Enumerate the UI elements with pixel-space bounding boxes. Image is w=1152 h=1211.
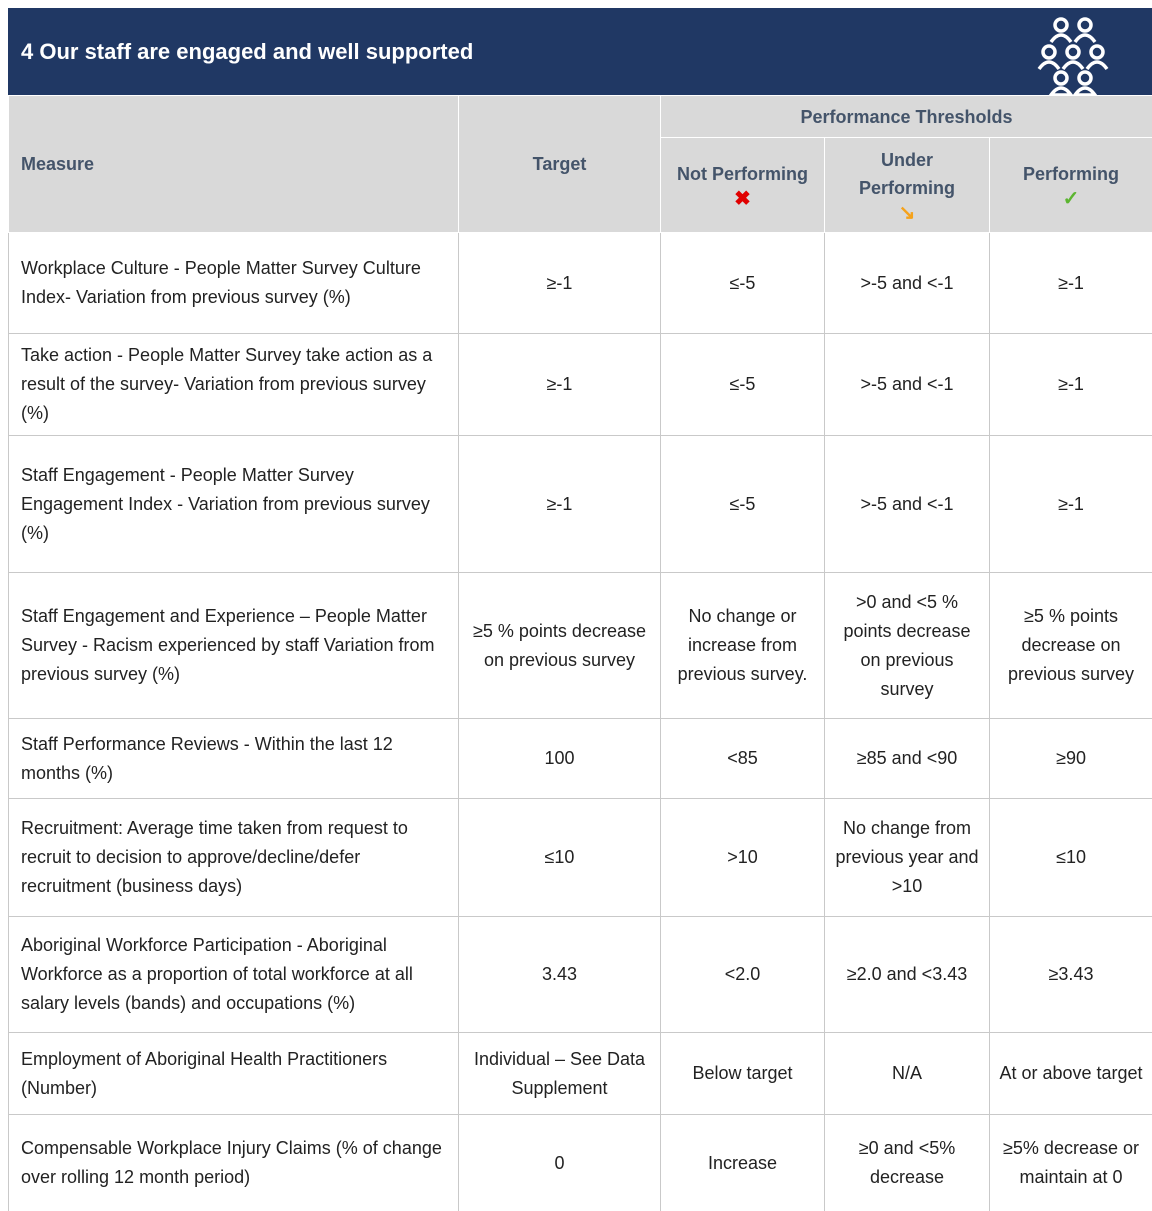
arrow-icon: ↘ xyxy=(898,202,916,224)
table-row: Staff Engagement - People Matter Survey … xyxy=(8,435,1152,573)
column-header: Performing ✓ xyxy=(988,137,1152,233)
value-cell: >-5 and <-1 xyxy=(824,232,990,334)
column-label: Not Performing xyxy=(676,164,808,184)
table-row: Compensable Workplace Injury Claims (% o… xyxy=(8,1114,1152,1211)
value-cell: Below target xyxy=(660,1032,825,1115)
group-header: Performance Thresholds xyxy=(659,95,1152,138)
measure-cell: Staff Engagement and Experience – People… xyxy=(8,572,459,719)
column-label: Under Performing xyxy=(858,150,955,198)
table-row: Recruitment: Average time taken from req… xyxy=(8,798,1152,917)
value-cell: No change from previous year and >10 xyxy=(824,798,990,917)
value-cell: >-5 and <-1 xyxy=(824,333,990,436)
value-cell: ≥-1 xyxy=(988,232,1152,334)
value-cell: ≥90 xyxy=(988,718,1152,799)
value-cell: >10 xyxy=(660,798,825,917)
tick-icon: ✓ xyxy=(1062,188,1080,210)
column-header: Measure xyxy=(8,95,459,233)
value-cell: >-5 and <-1 xyxy=(824,435,990,573)
section-title: 4 Our staff are engaged and well support… xyxy=(21,39,474,64)
value-cell: 0 xyxy=(458,1114,661,1211)
value-cell: >0 and <5 % points decrease on previous … xyxy=(824,572,990,719)
value-cell: ≤10 xyxy=(988,798,1152,917)
people-icon xyxy=(1037,17,1109,97)
column-header: Target xyxy=(458,95,661,233)
value-cell: Individual – See Data Supplement xyxy=(458,1032,661,1115)
value-cell: ≥5% decrease or maintain at 0 xyxy=(988,1114,1152,1211)
value-cell: 100 xyxy=(458,718,661,799)
value-cell: Increase xyxy=(660,1114,825,1211)
value-cell: ≥-1 xyxy=(988,333,1152,436)
value-cell: ≤-5 xyxy=(660,232,825,334)
table-body: Workplace Culture - People Matter Survey… xyxy=(8,232,1152,1211)
value-cell: 3.43 xyxy=(458,916,661,1033)
measure-cell: Take action - People Matter Survey take … xyxy=(8,333,459,436)
column-label: Performing xyxy=(1023,164,1120,184)
measure-cell: Staff Performance Reviews - Within the l… xyxy=(8,718,459,799)
measure-cell: Compensable Workplace Injury Claims (% o… xyxy=(8,1114,459,1211)
table-row: Staff Performance Reviews - Within the l… xyxy=(8,718,1152,799)
column-header: Under Performing ↘ xyxy=(824,137,990,233)
value-cell: N/A xyxy=(824,1032,990,1115)
section-header: 4 Our staff are engaged and well support… xyxy=(8,8,1152,97)
cross-icon: ✖ xyxy=(734,188,751,210)
value-cell: <85 xyxy=(660,718,825,799)
measure-cell: Aboriginal Workforce Participation - Abo… xyxy=(8,916,459,1033)
value-cell: ≥-1 xyxy=(988,435,1152,573)
value-cell: ≥85 and <90 xyxy=(824,718,990,799)
value-cell: ≤-5 xyxy=(660,333,825,436)
value-cell: ≥-1 xyxy=(458,333,661,436)
value-cell: ≤10 xyxy=(458,798,661,917)
value-cell: At or above target xyxy=(988,1032,1152,1115)
table-row: Aboriginal Workforce Participation - Abo… xyxy=(8,916,1152,1033)
measure-cell: Workplace Culture - People Matter Survey… xyxy=(8,232,459,334)
value-cell: ≥3.43 xyxy=(988,916,1152,1033)
value-cell: ≥5 % points decrease on previous survey xyxy=(988,572,1152,719)
value-cell: No change or increase from previous surv… xyxy=(660,572,825,719)
value-cell: ≥2.0 and <3.43 xyxy=(824,916,990,1033)
thresholds-table: Measure Target Performance Thresholds No… xyxy=(8,95,1152,1211)
table-row: Staff Engagement and Experience – People… xyxy=(8,572,1152,719)
value-cell: ≤-5 xyxy=(660,435,825,573)
measure-cell: Employment of Aboriginal Health Practiti… xyxy=(8,1032,459,1115)
table-row: Workplace Culture - People Matter Survey… xyxy=(8,232,1152,334)
table-row: Take action - People Matter Survey take … xyxy=(8,333,1152,436)
value-cell: ≥5 % points decrease on previous survey xyxy=(458,572,661,719)
value-cell: ≥-1 xyxy=(458,435,661,573)
value-cell: ≥-1 xyxy=(458,232,661,334)
measure-cell: Staff Engagement - People Matter Survey … xyxy=(8,435,459,573)
measure-cell: Recruitment: Average time taken from req… xyxy=(8,798,459,917)
table-row: Employment of Aboriginal Health Practiti… xyxy=(8,1032,1152,1115)
value-cell: <2.0 xyxy=(660,916,825,1033)
value-cell: ≥0 and <5% decrease xyxy=(824,1114,990,1211)
column-header: Not Performing ✖ xyxy=(660,137,825,233)
